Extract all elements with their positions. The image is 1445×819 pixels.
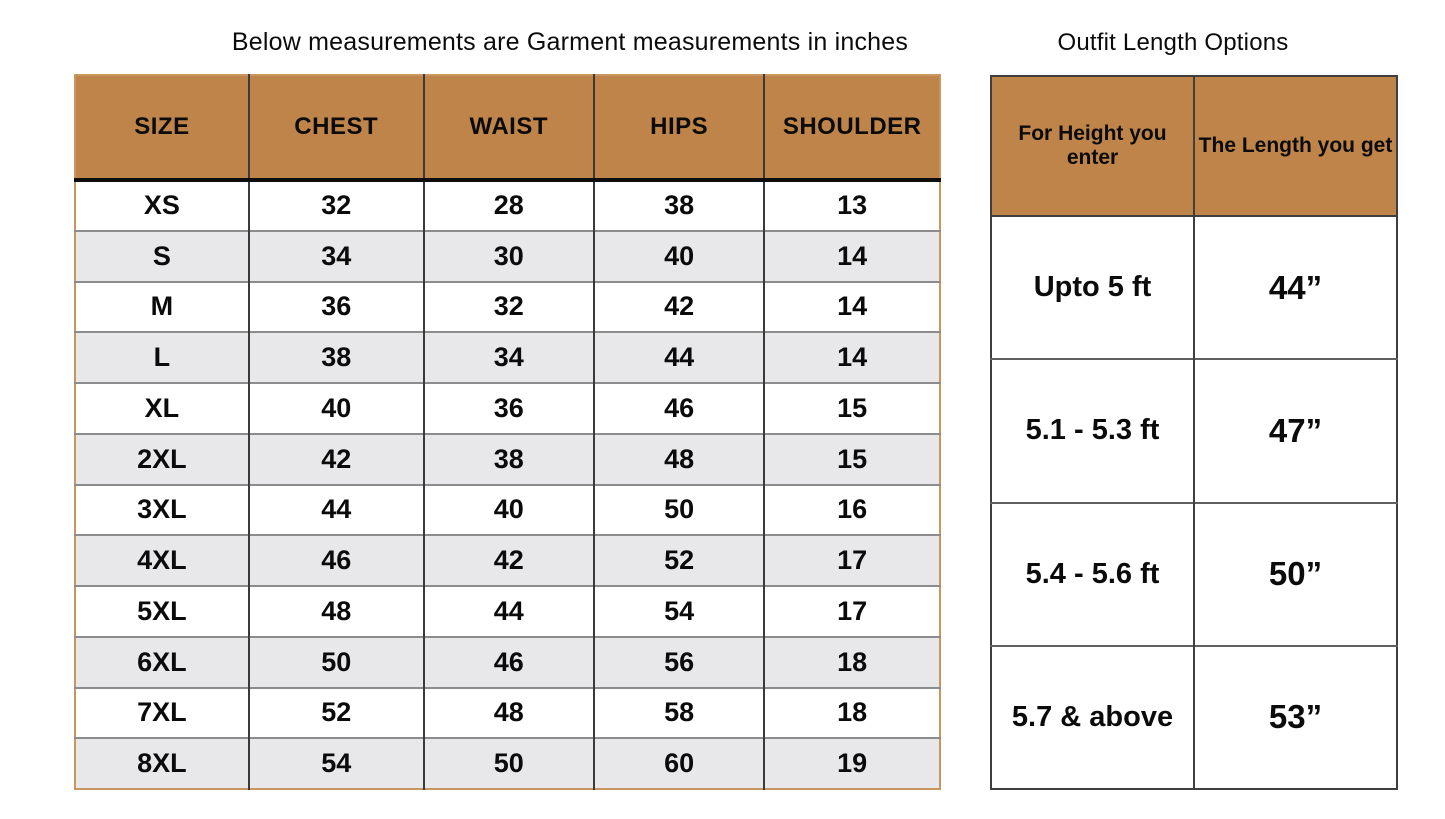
garment-table-cell: 4XL bbox=[75, 535, 250, 586]
garment-table-cell: 42 bbox=[593, 281, 766, 333]
garment-column-header: SHOULDER bbox=[764, 75, 940, 180]
garment-table-cell: 42 bbox=[423, 535, 595, 586]
garment-table-row: S 34 30 40 14 bbox=[75, 230, 940, 282]
garment-table-cell: 34 bbox=[423, 332, 595, 383]
garment-table-cell: 34 bbox=[248, 230, 425, 282]
garment-table-cell: M bbox=[75, 281, 250, 333]
garment-table-cell: 16 bbox=[837, 494, 868, 525]
garment-table-cell: 17 bbox=[837, 545, 868, 576]
garment-table-cell: 36 bbox=[248, 281, 425, 333]
length-table-title: Outfit Length Options bbox=[1057, 29, 1289, 56]
garment-table-cell: 48 bbox=[423, 687, 595, 739]
length-column-header: For Height you enter bbox=[991, 76, 1195, 216]
garment-table-cell: 7XL bbox=[75, 687, 250, 739]
garment-table-cell: 50 bbox=[423, 738, 595, 789]
garment-table-cell: 8XL bbox=[75, 738, 250, 789]
garment-table-cell: 46 bbox=[593, 383, 766, 434]
length-table-cell: 5.7 & above bbox=[991, 645, 1195, 789]
garment-table-cell: 5XL bbox=[75, 586, 250, 637]
garment-table-row: L 38 34 44 14 bbox=[75, 332, 940, 383]
garment-header-row: SIZE CHEST WAIST HIPS SHOULDER bbox=[75, 75, 940, 180]
length-table-cell: 50” bbox=[1268, 555, 1323, 593]
garment-table-cell: 46 bbox=[423, 636, 595, 688]
garment-table-cell: 6XL bbox=[75, 636, 250, 688]
garment-table-cell: 30 bbox=[423, 230, 595, 282]
length-table-body: Upto 5 ft 44” 5.1 - 5.3 ft 47” 5.4 - 5.6 ft 5… bbox=[991, 216, 1397, 789]
garment-table-cell: 58 bbox=[593, 687, 766, 739]
garment-table-row: M 36 32 42 14 bbox=[75, 281, 940, 333]
garment-table-cell: 18 bbox=[837, 697, 868, 728]
length-table-cell: 5.4 - 5.6 ft bbox=[991, 502, 1195, 646]
garment-column-header: WAIST bbox=[423, 75, 595, 180]
garment-table-cell: 28 bbox=[423, 180, 595, 231]
garment-table-cell: L bbox=[75, 332, 250, 383]
length-table-cell: Upto 5 ft bbox=[991, 216, 1195, 360]
garment-table-cell: 40 bbox=[593, 230, 766, 282]
garment-table-row: 5XL 48 44 54 17 bbox=[75, 586, 940, 637]
garment-table-cell: 44 bbox=[593, 332, 766, 383]
garment-table-cell: 19 bbox=[837, 748, 868, 779]
garment-table-row: XL 40 36 46 15 bbox=[75, 383, 940, 434]
garment-table-cell: 18 bbox=[837, 646, 868, 677]
garment-table-row: 2XL 42 38 48 15 bbox=[75, 433, 940, 485]
garment-table-cell: S bbox=[75, 230, 250, 282]
length-header-row: For Height you enter The Length you get bbox=[991, 76, 1397, 216]
garment-table-cell: XS bbox=[75, 180, 250, 231]
garment-table-cell: 14 bbox=[837, 291, 868, 322]
garment-table-cell: 15 bbox=[837, 443, 868, 474]
garment-table-row: XS 32 28 38 13 bbox=[75, 180, 940, 231]
garment-table-cell: 14 bbox=[837, 240, 868, 271]
garment-table-cell: XL bbox=[75, 383, 250, 434]
outfit-length-table: For Height you enter The Length you get U… bbox=[990, 75, 1398, 790]
length-table-row: Upto 5 ft 44” bbox=[991, 216, 1397, 360]
garment-table-cell: 17 bbox=[837, 595, 868, 626]
garment-table-cell: 52 bbox=[248, 687, 425, 739]
length-table-cell: 5.1 - 5.3 ft bbox=[991, 359, 1195, 503]
garment-column-header: CHEST bbox=[248, 75, 425, 180]
garment-column-header: SIZE bbox=[75, 75, 250, 180]
garment-table-cell: 48 bbox=[248, 586, 425, 637]
garment-table-cell: 14 bbox=[837, 342, 868, 373]
garment-table-cell: 52 bbox=[593, 535, 766, 586]
length-table-row: 5.1 - 5.3 ft 47” bbox=[991, 359, 1397, 503]
garment-table-cell: 38 bbox=[593, 180, 766, 231]
garment-table-cell: 32 bbox=[423, 281, 595, 333]
garment-table-row: 3XL 44 40 50 16 bbox=[75, 484, 940, 536]
garment-table-cell: 54 bbox=[593, 586, 766, 637]
garment-table-cell: 36 bbox=[423, 383, 595, 434]
garment-table-cell: 13 bbox=[837, 190, 868, 221]
length-table-cell: 44” bbox=[1268, 268, 1323, 306]
length-table-row: 5.7 & above 53” bbox=[991, 645, 1397, 789]
garment-measurements-table: SIZE CHEST WAIST HIPS SHOULDER XS 32 28 38 13 S 34… bbox=[74, 74, 941, 790]
garment-table-cell: 15 bbox=[837, 392, 868, 423]
garment-table-cell: 42 bbox=[248, 433, 425, 485]
garment-table-cell: 50 bbox=[248, 636, 425, 688]
garment-table-cell: 38 bbox=[423, 433, 595, 485]
garment-table-cell: 38 bbox=[248, 332, 425, 383]
garment-table-cell: 44 bbox=[248, 484, 425, 536]
garment-table-cell: 54 bbox=[248, 738, 425, 789]
garment-table-cell: 44 bbox=[423, 586, 595, 637]
garment-table-body: XS 32 28 38 13 S 34 30 40 14 M 36 32 42 14 L 38 34 44 14 XL 4… bbox=[75, 180, 940, 789]
garment-table-row: 4XL 46 42 52 17 bbox=[75, 535, 940, 586]
garment-table-cell: 32 bbox=[248, 180, 425, 231]
length-table-cell: 53” bbox=[1268, 698, 1323, 736]
garment-table-cell: 40 bbox=[248, 383, 425, 434]
garment-table-cell: 2XL bbox=[75, 433, 250, 485]
garment-table-cell: 60 bbox=[593, 738, 766, 789]
garment-table-cell: 40 bbox=[423, 484, 595, 536]
garment-table-cell: 48 bbox=[593, 433, 766, 485]
length-table-row: 5.4 - 5.6 ft 50” bbox=[991, 502, 1397, 646]
garment-table-cell: 46 bbox=[248, 535, 425, 586]
garment-table-row: 6XL 50 46 56 18 bbox=[75, 636, 940, 688]
garment-table-cell: 3XL bbox=[75, 484, 250, 536]
length-table-cell: 47” bbox=[1268, 411, 1323, 449]
garment-table-cell: 56 bbox=[593, 636, 766, 688]
garment-column-header: HIPS bbox=[593, 75, 766, 180]
length-column-header: The Length you get bbox=[1194, 76, 1397, 216]
garment-table-row: 8XL 54 50 60 19 bbox=[75, 738, 940, 789]
garment-table-cell: 50 bbox=[593, 484, 766, 536]
garment-table-title: Below measurements are Garment measureme… bbox=[231, 28, 909, 56]
garment-table-row: 7XL 52 48 58 18 bbox=[75, 687, 940, 739]
